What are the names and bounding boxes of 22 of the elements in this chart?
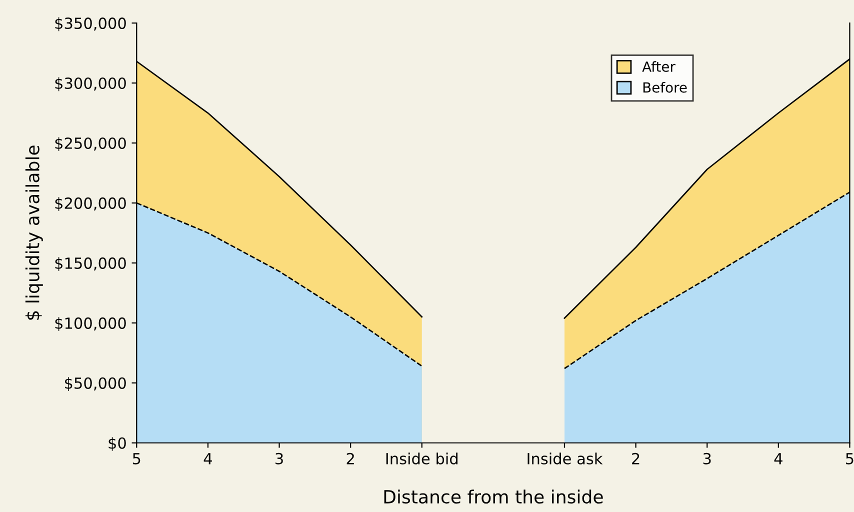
legend-label: After — [642, 61, 676, 72]
x-tick-label: 3 — [276, 452, 283, 464]
x-tick-label: 2 — [632, 452, 640, 464]
x-tick-label: 2 — [346, 452, 354, 464]
y-tick-label: $0 — [108, 437, 126, 451]
x-tick-label: Inside ask — [528, 452, 603, 464]
y-tick-label: $200,000 — [55, 197, 126, 212]
x-tick-label: 4 — [774, 453, 782, 464]
x-tick-label: 4 — [204, 453, 212, 464]
x-axis-title: Distance from the inside — [384, 490, 603, 504]
x-tick-label: Inside bid — [386, 452, 458, 464]
y-tick-label: $250,000 — [55, 137, 126, 152]
y-tick-label: $300,000 — [55, 77, 126, 92]
y-tick-label: $100,000 — [55, 317, 126, 331]
x-tick-label: 3 — [703, 452, 711, 464]
y-tick-label: $350,000 — [55, 17, 126, 32]
x-tick-label: 5 — [132, 453, 140, 464]
legend-label: Before — [643, 82, 687, 93]
y-tick-label: $150,000 — [55, 257, 126, 271]
y-axis-title: $ liquidity available — [25, 146, 43, 320]
y-tick-label: $50,000 — [65, 377, 126, 391]
x-tick-label: 5 — [846, 453, 854, 464]
